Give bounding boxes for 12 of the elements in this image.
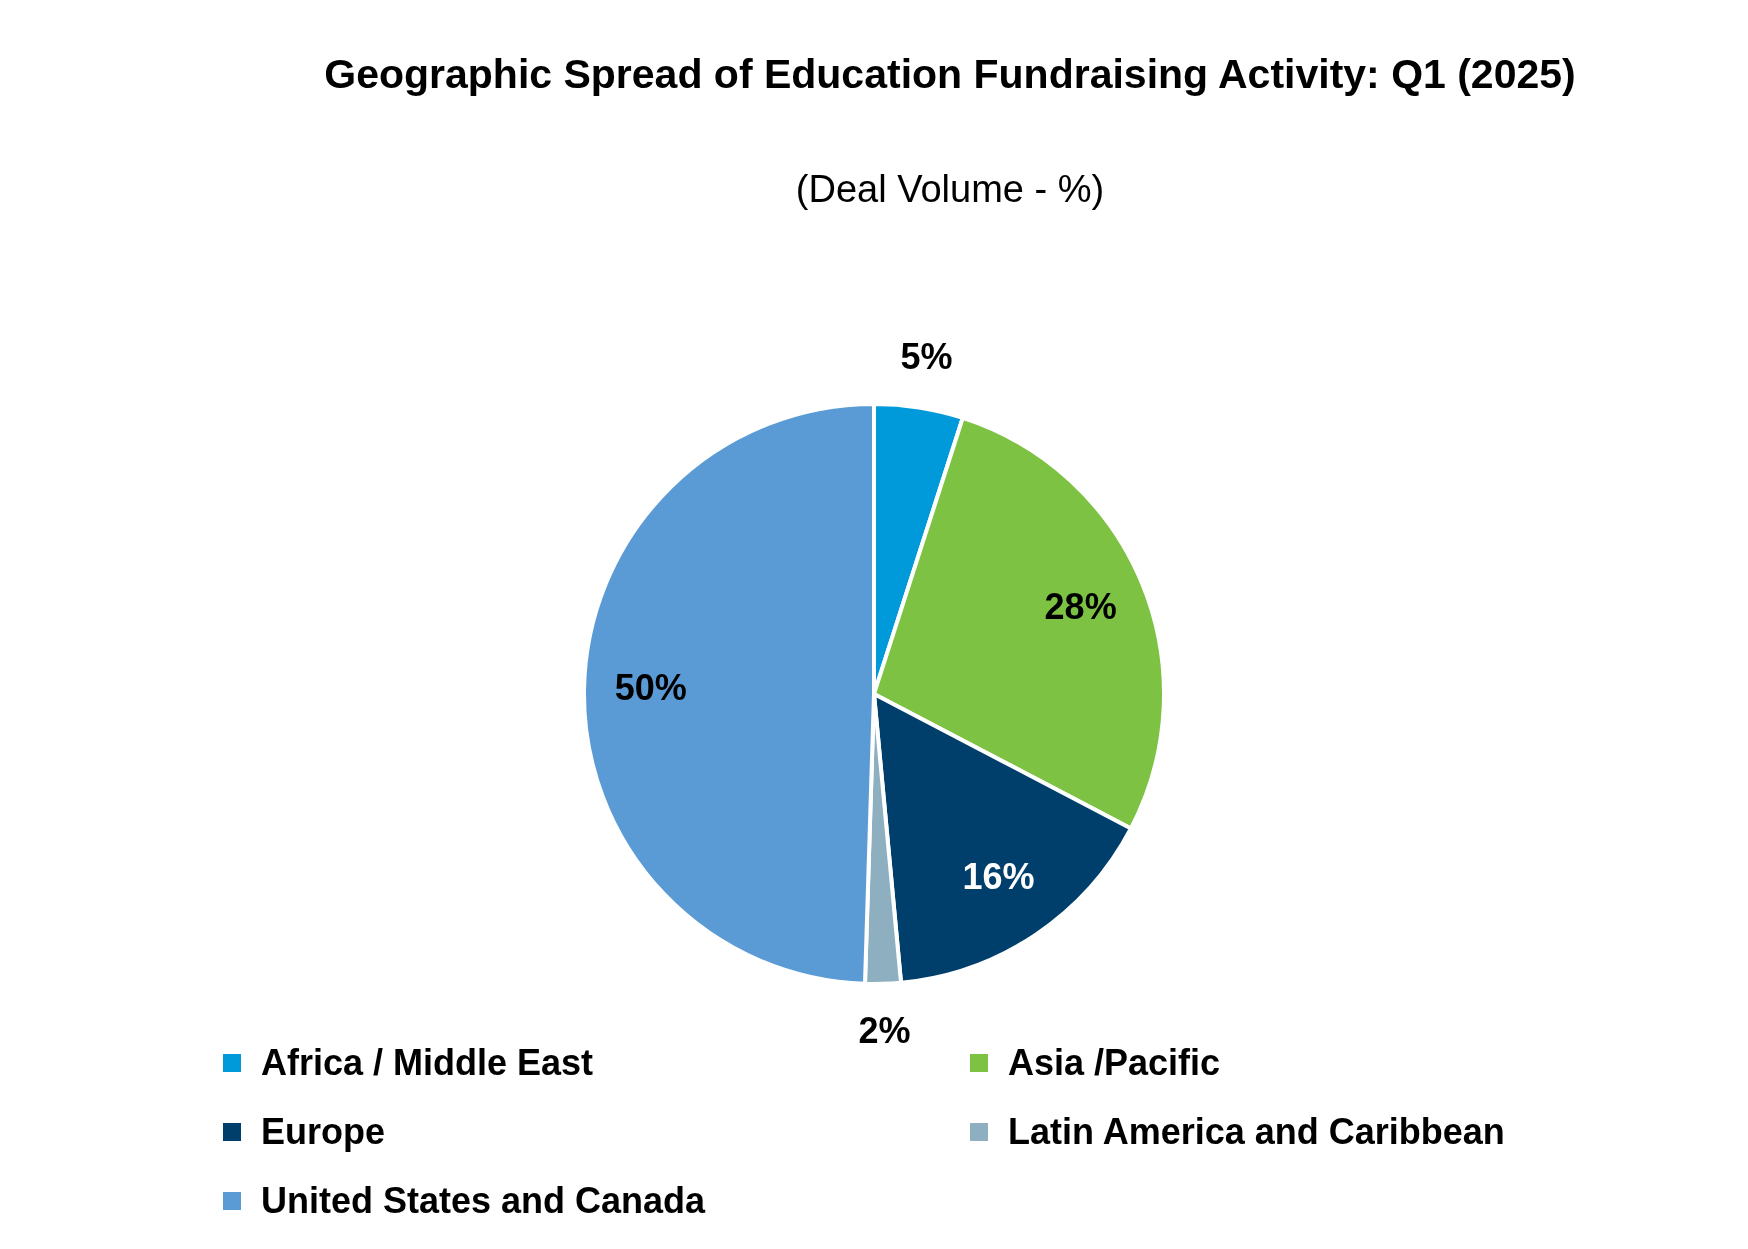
data-label: 2% [858, 1010, 911, 1052]
data-label: 16% [962, 856, 1035, 898]
chart-subtitle: (Deal Volume - %) [794, 168, 1106, 211]
chart-title: Geographic Spread of Education Fundraising Activity: Q1 (2025) [323, 50, 1577, 99]
legend-label: Asia /Pacific [1008, 1041, 1221, 1084]
data-label: 50% [614, 667, 687, 709]
data-label: 5% [900, 335, 953, 377]
legend-label: United States and Canada [261, 1179, 706, 1222]
legend-label: Europe [261, 1110, 386, 1153]
legend-label: Latin America and Caribbean [1008, 1110, 1505, 1153]
legend-label: Africa / Middle East [261, 1041, 594, 1084]
data-label: 28% [1044, 586, 1117, 628]
